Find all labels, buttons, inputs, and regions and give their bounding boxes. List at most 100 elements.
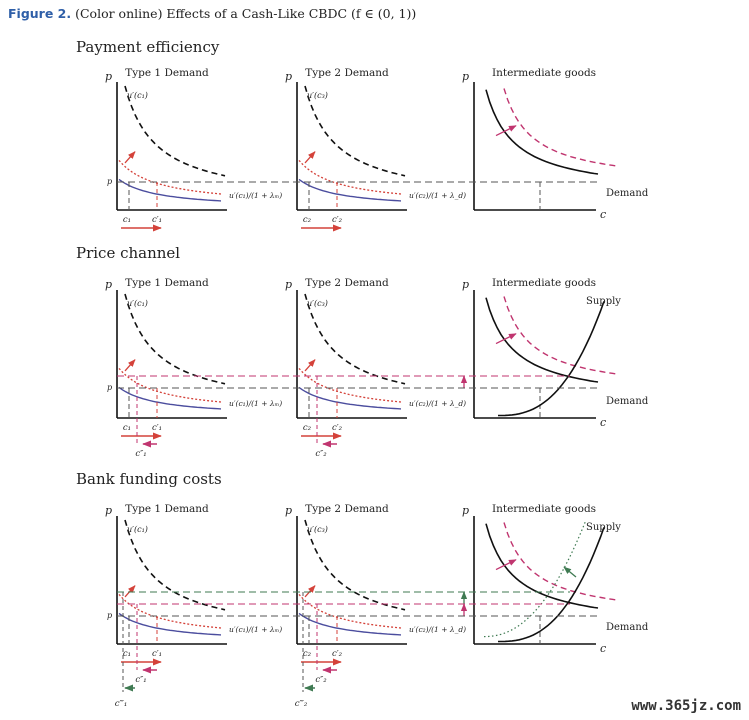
demand-label: Demand (606, 396, 649, 407)
shift-up-arrow (304, 585, 316, 598)
y-axis-label: p (462, 70, 469, 83)
c-prime-label: c′₂ (332, 215, 343, 225)
c-label: c₁ (123, 423, 131, 433)
y-axis-label: p (105, 504, 112, 517)
y-axis-label: p (105, 70, 112, 83)
c-label: c₁ (123, 215, 131, 225)
curve-u-prime (124, 85, 226, 177)
panel-title: Intermediate goods (492, 67, 596, 79)
curve-bottom-label: u′(c₁)/(1 + λₘ) (229, 625, 282, 634)
y-axis-label: p (105, 278, 112, 291)
c-prime-label: c′₁ (152, 649, 162, 659)
y-axis-label: p (462, 278, 469, 291)
shift-up-arrow (124, 585, 136, 598)
x-axis-label: c (600, 208, 606, 221)
panel-type1: Type 1 Demand p u′(c₁) u′(c₁)/(1 + λₘ) p c₁ c′… (105, 277, 282, 459)
curve-shifted (118, 593, 222, 629)
curve-bottom (118, 178, 222, 202)
c-dprime-label: c″₁ (135, 449, 146, 459)
c-dprime-label: c″₂ (315, 449, 327, 459)
panel-type1: Type 1 Demand p u′(c₁) u′(c₁)/(1 + λₘ) p c₁ c′… (105, 67, 282, 232)
panel-type1: Type 1 Demand p u′(c₁) u′(c₁)/(1 + λₘ) p c₁ c′… (105, 503, 282, 709)
c-label: c₁ (123, 649, 131, 659)
x-axis-label: c (600, 642, 606, 655)
panel-title: Intermediate goods (492, 277, 596, 289)
curve-shifted (298, 593, 402, 629)
c-label: c₂ (303, 423, 312, 433)
curve-shifted (298, 367, 402, 403)
curve-bottom (298, 612, 402, 636)
curve-bottom-label: u′(c₂)/(1 + λ_d) (409, 625, 466, 634)
supply-curve (498, 527, 605, 643)
c-dprime-label: c″₂ (315, 675, 327, 685)
row-title: Bank funding costs (76, 470, 222, 488)
y-axis-label: p (462, 504, 469, 517)
curve-top-label: u′(c₃) (307, 91, 328, 100)
supply-shifted (483, 519, 587, 638)
curve-u-prime (304, 293, 406, 385)
figure-caption-text: (Color online) Effects of a Cash-Like CB… (75, 6, 417, 21)
curve-top-label: u′(c₁) (127, 299, 148, 308)
curve-shifted (118, 159, 222, 195)
panel-title: Type 2 Demand (305, 277, 389, 289)
c-label: c₂ (303, 649, 312, 659)
demand-shifted (503, 522, 617, 601)
price-label: p (107, 177, 112, 186)
demand-shift-arrow (495, 125, 517, 137)
curve-top-label: u′(c₁) (127, 525, 148, 534)
curve-top-label: u′(c₃) (307, 299, 328, 308)
c-label: c₂ (303, 215, 312, 225)
supply-shift-arrow (563, 566, 577, 578)
demand-label: Demand (606, 188, 649, 199)
supply-curve (498, 301, 605, 417)
watermark: www.365jz.com (631, 698, 741, 714)
curve-top-label: u′(c₃) (307, 525, 328, 534)
shift-up-arrow (304, 151, 316, 164)
curve-bottom-label: u′(c₁)/(1 + λₘ) (229, 191, 282, 200)
curve-top-label: u′(c₁) (127, 91, 148, 100)
c-prime-label: c′₂ (332, 423, 343, 433)
demand-shift-arrow (495, 333, 517, 345)
price-label: p (107, 383, 112, 392)
panel-type2: Type 2 Demand p u′(c₃) u′(c₂)/(1 + λ_d) c₂ c′… (285, 67, 466, 232)
y-axis-label: p (285, 504, 292, 517)
curve-bottom (118, 386, 222, 410)
y-axis-label: p (285, 278, 292, 291)
c-tprime-label: c‴₁ (115, 699, 128, 709)
price-label: p (107, 611, 112, 620)
panel-title: Intermediate goods (492, 503, 596, 515)
row-title: Payment efficiency (76, 38, 220, 56)
curve-bottom (298, 178, 402, 202)
row-title: Price channel (76, 244, 180, 262)
y-axis-label: p (285, 70, 292, 83)
row-2: Bank funding costs Type 1 Demand p u′(c₁) u′… (76, 470, 649, 709)
curve-shifted (298, 159, 402, 195)
supply-label: Supply (586, 296, 621, 307)
figure-caption: Figure 2. (Color online) Effects of a Ca… (8, 6, 416, 21)
panel-title: Type 2 Demand (305, 67, 389, 79)
shift-up-arrow (124, 359, 136, 372)
c-dprime-label: c″₁ (135, 675, 146, 685)
curve-bottom-label: u′(c₂)/(1 + λ_d) (409, 399, 466, 408)
x-axis-label: c (600, 416, 606, 429)
figure-label: Figure 2. (8, 6, 72, 21)
curve-shifted (118, 367, 222, 403)
panel-title: Type 1 Demand (125, 277, 209, 289)
supply-label: Supply (586, 522, 621, 533)
shift-up-arrow (124, 151, 136, 164)
panel-type2: Type 2 Demand p u′(c₃) u′(c₂)/(1 + λ_d) c₂ c′… (285, 503, 466, 709)
curve-u-prime (124, 293, 226, 385)
shift-up-arrow (304, 359, 316, 372)
curve-bottom-label: u′(c₁)/(1 + λₘ) (229, 399, 282, 408)
panel-type2: Type 2 Demand p u′(c₃) u′(c₂)/(1 + λ_d) c₂ c′… (285, 277, 466, 459)
curve-u-prime (304, 85, 406, 177)
row-0: Payment efficiency Type 1 Demand p u′(c₁) u′… (76, 38, 649, 232)
c-prime-label: c′₁ (152, 423, 162, 433)
curve-bottom (118, 612, 222, 636)
curve-bottom-label: u′(c₂)/(1 + λ_d) (409, 191, 466, 200)
demand-shifted (503, 296, 617, 375)
